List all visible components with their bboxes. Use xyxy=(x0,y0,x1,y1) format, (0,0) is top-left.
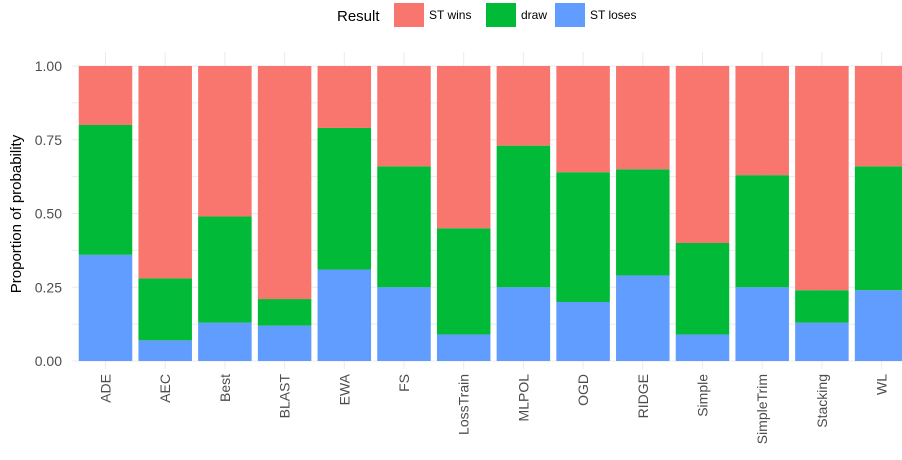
bar-segment-draw xyxy=(735,175,789,288)
y-tick-label: 0.00 xyxy=(35,353,62,369)
bar-group-ewa xyxy=(317,66,372,361)
bar-group-simple xyxy=(675,66,730,361)
bar-segment-st-wins xyxy=(436,66,491,229)
x-tick-label: MLPOL xyxy=(515,374,531,422)
bar-group-mlpol xyxy=(496,66,551,361)
legend-item-st-loses: ST loses xyxy=(555,3,636,27)
legend: Result ST wins draw ST loses xyxy=(337,3,636,27)
bar-segment-st-wins xyxy=(795,66,849,291)
bar-segment-draw xyxy=(257,299,312,326)
bar-segment-st-wins xyxy=(496,66,551,146)
bar-group-ridge xyxy=(616,66,670,361)
y-axis-title: Proportion of probability xyxy=(8,134,25,293)
bar-group-best xyxy=(198,66,252,361)
legend-item-draw: draw xyxy=(486,3,547,27)
bar-group-ogd xyxy=(556,66,610,361)
bar-segment-draw xyxy=(496,145,551,288)
bar-group-fs xyxy=(377,66,431,361)
y-tick-label: 0.50 xyxy=(35,206,62,222)
bar-segment-st-loses xyxy=(735,287,789,361)
bar-segment-st-loses xyxy=(616,275,670,361)
bar-segment-st-wins xyxy=(78,66,133,125)
bar-segment-draw xyxy=(854,166,902,291)
bar-segment-st-wins xyxy=(377,66,431,167)
x-tick-label: Simple xyxy=(695,374,711,417)
bar-segment-draw xyxy=(436,228,491,335)
bar-group-blast xyxy=(257,66,312,361)
bar-segment-st-wins xyxy=(556,66,610,173)
bar-segment-draw xyxy=(198,216,252,323)
bar-segment-draw xyxy=(556,172,610,302)
bar-segment-st-wins xyxy=(854,66,902,167)
bar-group-aec xyxy=(138,66,192,361)
y-tick-label: 0.25 xyxy=(35,279,62,295)
y-tick-label: 0.75 xyxy=(35,132,62,148)
legend-title: Result xyxy=(337,8,380,25)
bar-segment-st-loses xyxy=(317,269,372,361)
bar-segment-draw xyxy=(377,166,431,288)
x-tick-label: ADE xyxy=(98,374,114,403)
bar-segment-st-loses xyxy=(675,334,730,361)
bar-segment-st-loses xyxy=(78,254,133,361)
bar-segment-st-loses xyxy=(795,322,849,361)
bar-segment-st-loses xyxy=(556,302,610,361)
x-tick-label: OGD xyxy=(575,374,591,406)
x-tick-label: LossTrain xyxy=(456,374,472,435)
bar-segment-st-wins xyxy=(198,66,252,217)
bar-segment-draw xyxy=(795,290,849,323)
bar-segment-draw xyxy=(78,125,133,255)
bar-group-losstrain xyxy=(436,66,491,361)
bar-segment-st-wins xyxy=(616,66,670,170)
legend-item-st-wins: ST wins xyxy=(394,3,471,27)
bar-segment-st-loses xyxy=(496,287,551,361)
x-tick-label: SimpleTrim xyxy=(754,374,770,444)
legend-swatch xyxy=(555,3,585,27)
bar-segment-draw xyxy=(675,243,730,335)
legend-swatch xyxy=(394,3,424,27)
bar-group-ade xyxy=(78,66,133,361)
x-tick-label: FS xyxy=(396,374,412,392)
legend-label: draw xyxy=(521,8,547,22)
bar-segment-st-wins xyxy=(138,66,192,279)
bar-segment-draw xyxy=(138,278,192,341)
bar-segment-st-wins xyxy=(675,66,730,243)
bar-segment-st-loses xyxy=(198,322,252,361)
x-tick-label: RIDGE xyxy=(635,374,651,418)
x-tick-label: Best xyxy=(217,374,233,402)
bar-segment-draw xyxy=(616,169,670,276)
bar-group-stacking xyxy=(795,66,849,361)
bar-group-wl xyxy=(854,66,902,361)
bar-segment-st-loses xyxy=(138,340,192,361)
bar-segment-draw xyxy=(317,127,372,270)
bar-segment-st-loses xyxy=(257,325,312,361)
x-tick-label: Stacking xyxy=(814,374,830,428)
bar-segment-st-wins xyxy=(735,66,789,176)
legend-label: ST wins xyxy=(429,8,471,22)
bar-segment-st-loses xyxy=(377,287,431,361)
bar-segment-st-wins xyxy=(257,66,312,300)
bar-segment-st-loses xyxy=(854,290,902,361)
bar-segment-st-loses xyxy=(436,334,491,361)
y-tick-label: 1.00 xyxy=(35,58,62,74)
bar-segment-st-wins xyxy=(317,66,372,128)
legend-label: ST loses xyxy=(590,8,636,22)
x-tick-label: AEC xyxy=(157,374,173,403)
bar-group-simpletrim xyxy=(735,66,789,361)
legend-swatch xyxy=(486,3,516,27)
x-tick-label: EWA xyxy=(336,373,352,405)
x-tick-label: WL xyxy=(874,374,890,395)
plot-area: 0.00 0.25 0.50 0.75 1.00 ADE AEC Best BLAST EWA F… xyxy=(35,52,902,444)
x-tick-label: BLAST xyxy=(277,374,293,419)
